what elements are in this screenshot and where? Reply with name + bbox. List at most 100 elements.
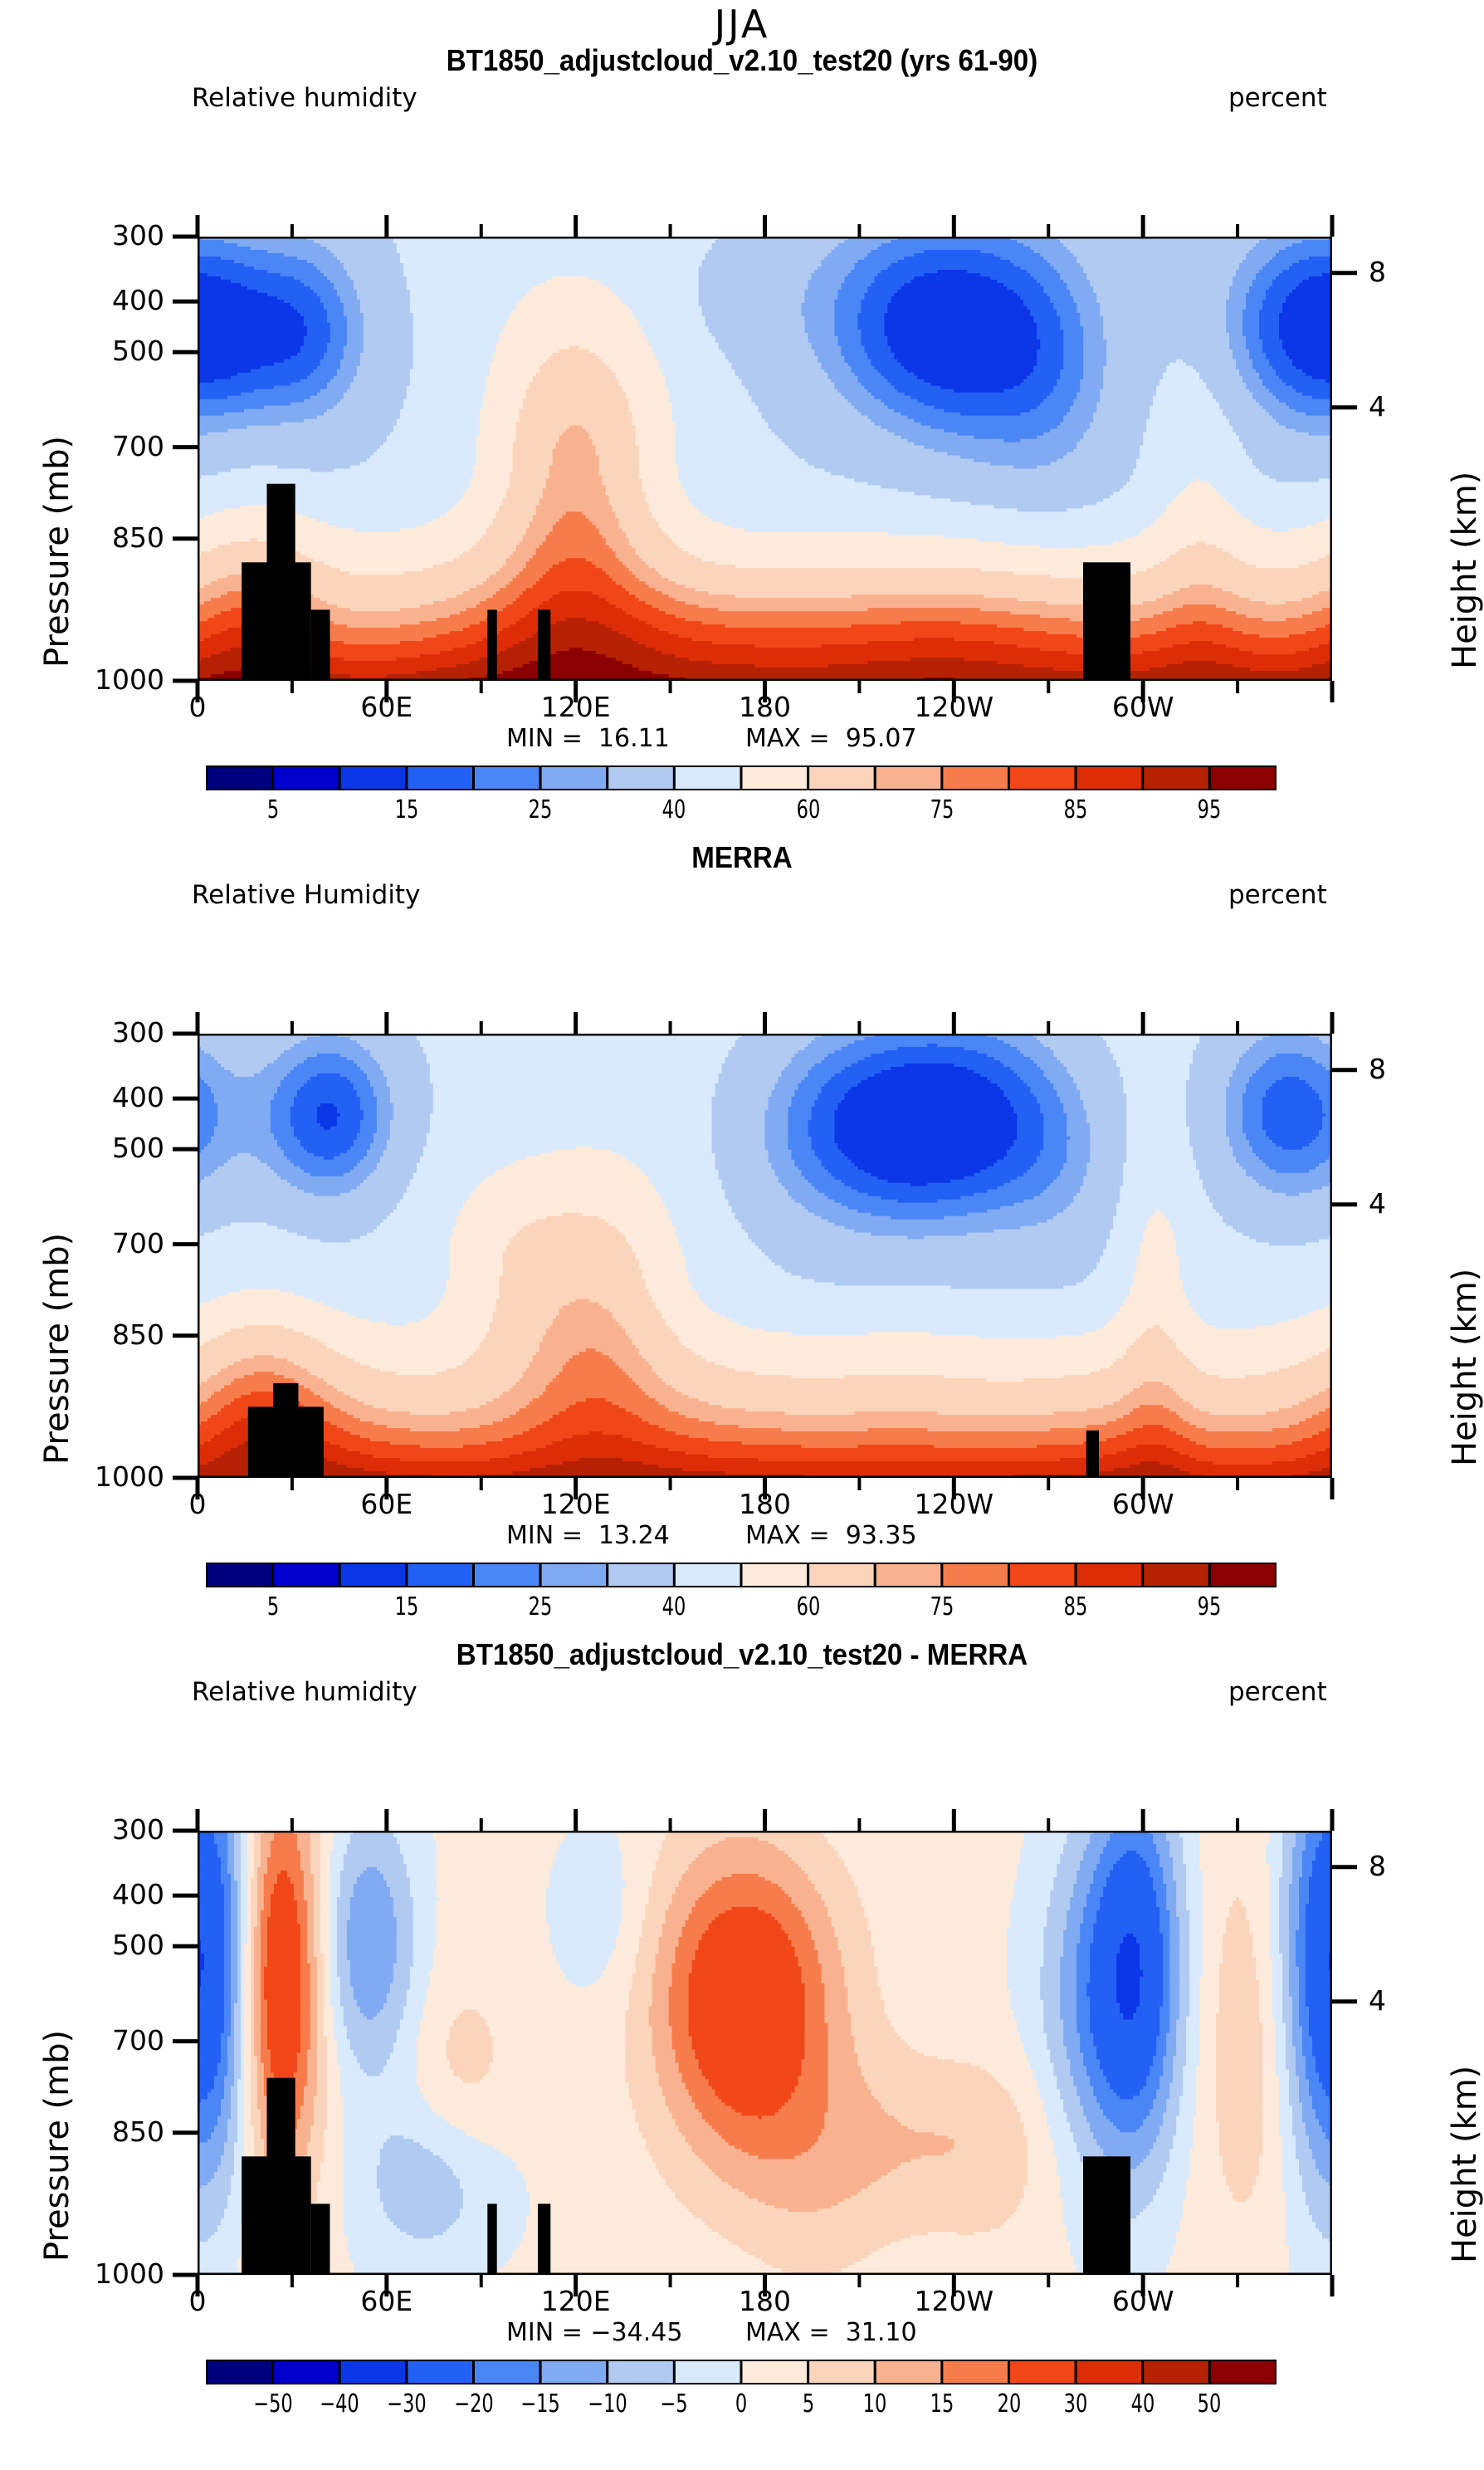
panel-obs: MERRA Relative Humidity percent Pressure (m…: [0, 797, 1484, 1621]
y-tick-diff-3: 700: [112, 2023, 164, 2057]
colorbar-label-obs-1: 15: [394, 1592, 419, 1621]
y-tick-model-4: 850: [112, 521, 164, 554]
x-tick-model-5: 60W: [1111, 691, 1174, 723]
y-tick-diff-4: 850: [112, 2115, 164, 2148]
field-label-model: Relative humidity: [192, 83, 417, 113]
x-tick-obs-2: 120E: [540, 1488, 611, 1520]
panel-title-obs: MERRA: [691, 840, 793, 874]
y-tick-model-5: 1000: [95, 663, 164, 696]
colorbar-label-obs-4: 60: [796, 1592, 820, 1621]
y-tick-diff-2: 500: [112, 1929, 164, 1962]
colorbar-label-diff-1: −40: [320, 2389, 359, 2419]
contour-fill: [198, 1034, 1332, 1478]
y2-tick-model-1: 4: [1369, 389, 1386, 423]
colorbar-model: [206, 765, 1277, 790]
y2-tick-model-0: 8: [1369, 255, 1386, 288]
x-tick-obs-5: 60W: [1111, 1488, 1174, 1520]
x-tick-model-1: 60E: [360, 691, 413, 723]
colorbar-obs: [206, 1563, 1277, 1587]
contour-fill: [198, 237, 1332, 681]
colorbar-label-obs-6: 85: [1063, 1592, 1088, 1621]
min-text-diff: MIN = −34.45: [506, 2318, 683, 2347]
y2-tick-diff-0: 8: [1369, 1849, 1386, 1882]
colorbar-label-diff-2: −30: [387, 2389, 427, 2419]
units-label-diff: percent: [1228, 1677, 1327, 1707]
y-tick-obs-1: 400: [112, 1081, 164, 1114]
colorbar-label-diff-5: −10: [588, 2389, 627, 2419]
colorbar-label-diff-0: −50: [252, 2389, 293, 2419]
colorbar-label-obs-7: 95: [1198, 1592, 1222, 1621]
colorbar-label-diff-9: 10: [862, 2389, 887, 2419]
units-label-model: percent: [1228, 83, 1327, 113]
panel-title-diff: BT1850_adjustcloud_v2.10_test20 - MERRA: [456, 1637, 1028, 1671]
max-text-obs: MAX = 93.35: [745, 1521, 917, 1550]
x-tick-obs-0: 0: [188, 1488, 207, 1520]
colorbar-label-diff-4: −15: [520, 2389, 560, 2419]
axis-ticks-diff: [173, 1809, 1357, 2296]
topography-mask: [247, 1382, 1099, 1478]
y-tick-diff-1: 400: [112, 1878, 164, 1911]
y-tick-obs-2: 500: [112, 1132, 164, 1165]
colorbar-label-model-6: 85: [1063, 795, 1088, 824]
colorbar-label-model-7: 95: [1198, 795, 1222, 824]
y-tick-diff-0: 300: [112, 1813, 164, 1846]
colorbar-label-diff-13: 40: [1130, 2389, 1155, 2419]
colorbar-label-model-2: 25: [528, 795, 553, 824]
panel-model: BT1850_adjustcloud_v2.10_test20 (yrs 61-…: [0, 0, 1484, 824]
colorbar-label-diff-11: 20: [997, 2389, 1021, 2419]
colorbar-label-obs-0: 5: [266, 1592, 279, 1621]
contour-plot-diff: [198, 1831, 1332, 2275]
colorbar-label-diff-8: 5: [802, 2389, 814, 2419]
field-label-diff: Relative humidity: [192, 1677, 417, 1707]
colorbar-diff: [206, 2360, 1277, 2384]
y-tick-model-3: 700: [112, 429, 164, 462]
y-tick-obs-5: 1000: [95, 1460, 164, 1493]
season-title: JJA: [714, 2, 770, 46]
y2-tick-obs-1: 4: [1369, 1186, 1386, 1220]
y-tick-obs-4: 850: [112, 1318, 164, 1351]
x-tick-obs-3: 180: [739, 1488, 791, 1520]
units-label-obs: percent: [1228, 880, 1327, 910]
contour-plot-obs: [198, 1034, 1332, 1478]
x-tick-diff-3: 180: [739, 2285, 791, 2317]
colorbar-label-model-4: 60: [796, 795, 820, 824]
min-text-model: MIN = 16.11: [506, 724, 670, 753]
topography-mask: [242, 2077, 1130, 2275]
y2-axis-title-obs: Height (km): [1446, 1268, 1484, 1466]
colorbar-label-diff-10: 15: [930, 2389, 954, 2419]
colorbar-label-model-0: 5: [266, 795, 279, 824]
axis-ticks-obs: [173, 1012, 1357, 1499]
topography-mask: [242, 483, 1130, 681]
max-text-diff: MAX = 31.10: [745, 2318, 917, 2347]
x-tick-diff-5: 60W: [1111, 2285, 1174, 2317]
field-label-obs: Relative Humidity: [192, 880, 421, 910]
colorbar-label-diff-6: −5: [660, 2389, 688, 2419]
y2-axis-title-diff: Height (km): [1446, 2065, 1484, 2263]
colorbar-label-model-5: 75: [930, 795, 954, 824]
y2-tick-obs-0: 8: [1369, 1052, 1386, 1085]
y-tick-model-0: 300: [112, 219, 164, 252]
y-tick-obs-0: 300: [112, 1016, 164, 1049]
min-text-obs: MIN = 13.24: [506, 1521, 670, 1550]
panel-diff: BT1850_adjustcloud_v2.10_test20 - MERRA R…: [0, 1594, 1484, 2419]
colorbar-label-model-3: 40: [662, 795, 686, 824]
contour-plot-model: [198, 237, 1332, 681]
x-tick-diff-0: 0: [188, 2285, 207, 2317]
max-text-model: MAX = 95.07: [745, 724, 917, 753]
colorbar-label-obs-5: 75: [930, 1592, 954, 1621]
x-tick-model-3: 180: [739, 691, 791, 723]
colorbar-label-obs-3: 40: [662, 1592, 686, 1621]
colorbar-label-diff-14: 50: [1198, 2389, 1222, 2419]
colorbar-label-obs-2: 25: [528, 1592, 553, 1621]
x-tick-diff-4: 120W: [914, 2285, 994, 2317]
x-tick-diff-1: 60E: [360, 2285, 413, 2317]
y-tick-obs-3: 700: [112, 1226, 164, 1259]
axis-ticks-model: [173, 215, 1357, 702]
x-tick-obs-4: 120W: [914, 1488, 994, 1520]
x-tick-diff-2: 120E: [540, 2285, 611, 2317]
y-tick-diff-5: 1000: [95, 2257, 164, 2290]
colorbar-label-diff-7: 0: [735, 2389, 748, 2419]
x-tick-model-2: 120E: [540, 691, 611, 723]
y-tick-model-1: 400: [112, 284, 164, 317]
